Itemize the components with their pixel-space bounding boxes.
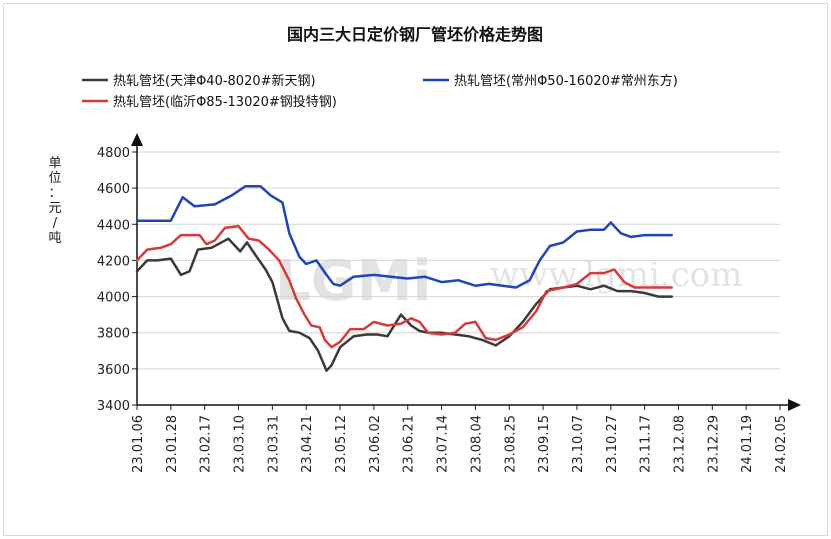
legend-label-3: 热轧管坯(临沂Φ85-13020#钢投特钢) xyxy=(113,94,337,110)
x-tick-label: 23.10.07 xyxy=(571,415,586,473)
y-axis-label-char: / xyxy=(53,216,58,231)
x-tick-label: 23.05.12 xyxy=(334,415,349,473)
y-tick-label: 3800 xyxy=(97,327,130,342)
x-tick-label: 23.12.29 xyxy=(706,415,721,473)
series-line-3 xyxy=(135,224,673,349)
y-tick-label: 4800 xyxy=(97,146,130,161)
axes xyxy=(131,133,801,411)
chart-frame xyxy=(3,3,828,536)
x-tick-label: 23.10.27 xyxy=(605,415,620,473)
x-tick-label: 23.06.02 xyxy=(368,415,383,473)
watermark-url-text: www.lgmi.com xyxy=(490,255,742,295)
x-tick-label: 23.04.21 xyxy=(300,415,315,473)
x-tick-label: 23.03.10 xyxy=(233,415,248,473)
x-tick-label: 23.01.28 xyxy=(165,415,180,473)
x-tick-label: 23.07.14 xyxy=(436,415,451,473)
series-line-2 xyxy=(135,185,673,289)
legend-label-2: 热轧管坯(常州Φ50-16020#常州东方) xyxy=(454,73,678,89)
x-tick-label: 23.06.21 xyxy=(402,415,417,473)
x-tick-label: 23.03.31 xyxy=(266,415,281,473)
tick-labels: 3400 3600 3800 4000 4200 4400 4600 4800 23.01.06… xyxy=(97,146,789,473)
x-tick-label: 23.08.25 xyxy=(503,415,518,473)
y-tick-label: 4200 xyxy=(97,254,130,269)
series-lines xyxy=(135,185,673,372)
y-axis-label-char: ： xyxy=(48,186,61,201)
legend-label-1: 热轧管坯(天津Φ40-8020#新天钢) xyxy=(113,73,316,89)
y-tick-label: 4000 xyxy=(97,291,130,306)
x-tick-label: 23.08.04 xyxy=(469,415,484,473)
y-axis-label-char: 位 xyxy=(48,171,61,186)
x-tick-label: 23.12.08 xyxy=(672,415,687,473)
x-tick-label: 24.01.19 xyxy=(740,415,755,473)
y-axis-label: 单位：元/吨 xyxy=(48,156,61,246)
chart-title: 国内三大日定价钢厂管坯价格走势图 xyxy=(287,25,543,44)
y-axis-label-char: 元 xyxy=(48,201,61,216)
x-axis-arrow xyxy=(788,399,801,411)
y-axis-label-char: 单 xyxy=(48,156,61,171)
y-tick-label: 3600 xyxy=(97,363,130,378)
x-tick-label: 23.01.06 xyxy=(131,415,146,473)
legend: 热轧管坯(天津Φ40-8020#新天钢) 热轧管坯(常州Φ50-16020#常州东… xyxy=(82,73,678,110)
x-tick-label: 23.09.15 xyxy=(537,415,552,473)
x-tick-label: 23.02.17 xyxy=(199,415,214,473)
y-tick-label: 4400 xyxy=(97,218,130,233)
x-tick-label: 24.02.05 xyxy=(774,415,789,473)
y-axis-label-char: 吨 xyxy=(48,231,61,246)
y-tick-label: 4600 xyxy=(97,182,130,197)
x-tick-label: 23.11.17 xyxy=(639,415,654,473)
y-tick-label: 3400 xyxy=(97,399,130,414)
y-axis-arrow xyxy=(131,133,143,146)
